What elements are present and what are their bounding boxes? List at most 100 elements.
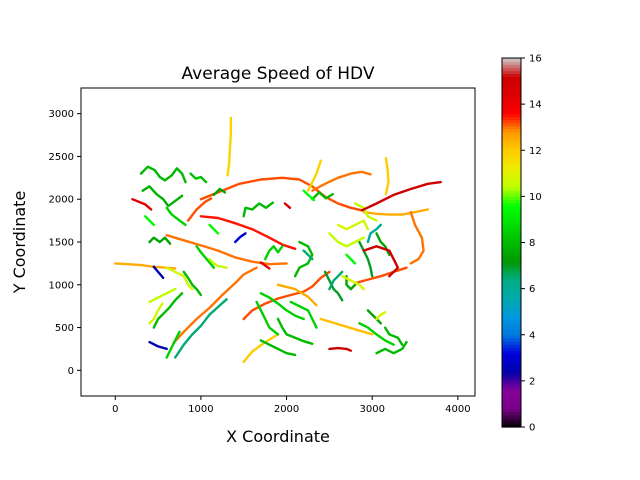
colorbar-band bbox=[502, 85, 521, 90]
road-segment-46 bbox=[383, 326, 404, 346]
colorbar-band bbox=[502, 411, 521, 416]
colorbar-band bbox=[502, 141, 521, 145]
colorbar-band bbox=[502, 279, 521, 284]
road-network bbox=[114, 116, 442, 363]
road-segment-19 bbox=[131, 198, 153, 211]
colorbar-band bbox=[502, 420, 521, 425]
road-segment-68 bbox=[360, 180, 442, 212]
road-segment-37 bbox=[375, 232, 391, 256]
road-segment-11 bbox=[353, 266, 408, 285]
road-segment-28 bbox=[189, 172, 208, 184]
colorbar-band bbox=[502, 316, 521, 320]
y-axis-label: Y Coordinate bbox=[10, 191, 29, 295]
x-tick-label: 3000 bbox=[359, 404, 384, 415]
colorbar-band bbox=[502, 380, 521, 385]
colorbar-band bbox=[502, 94, 521, 99]
road-segment-14 bbox=[306, 159, 322, 192]
colorbar-band bbox=[502, 122, 521, 127]
colorbar-band bbox=[502, 125, 521, 130]
road-segment-51 bbox=[182, 270, 203, 297]
road-segment-54 bbox=[302, 249, 314, 261]
colorbar-band bbox=[502, 137, 521, 142]
colorbar-band bbox=[502, 396, 521, 400]
colorbar-band bbox=[502, 214, 521, 219]
colorbar-band bbox=[502, 119, 521, 124]
road-segment-12 bbox=[242, 333, 280, 363]
colorbar-band bbox=[502, 282, 521, 287]
road-segment-59 bbox=[165, 266, 194, 291]
road-segment-61 bbox=[148, 302, 164, 325]
colorbar-band bbox=[502, 107, 521, 111]
colorbar-band bbox=[502, 294, 521, 299]
colorbar-band bbox=[502, 211, 521, 216]
colorbar-band bbox=[502, 288, 521, 293]
road-segment-45 bbox=[366, 309, 382, 325]
x-axis: 0 1000 2000 3000 4000 bbox=[112, 396, 471, 415]
colorbar-band bbox=[502, 291, 521, 296]
colorbar-band bbox=[502, 159, 521, 164]
road-segment-18 bbox=[174, 298, 228, 359]
colorbar-band bbox=[502, 350, 521, 354]
colorbar-band bbox=[502, 187, 521, 191]
road-segment-26 bbox=[141, 185, 184, 208]
colorbar-band bbox=[502, 64, 521, 68]
colorbar-tick-label: 12 bbox=[529, 146, 542, 157]
y-tick-label: 2000 bbox=[49, 195, 74, 206]
colorbar-band bbox=[502, 300, 521, 305]
colorbar-tick-label: 10 bbox=[529, 192, 542, 203]
colorbar-band bbox=[502, 365, 521, 370]
colorbar-band bbox=[502, 101, 521, 105]
colorbar-band bbox=[502, 417, 521, 422]
road-segment-25 bbox=[139, 165, 187, 184]
road-segment-2 bbox=[199, 176, 364, 212]
y-tick-label: 1000 bbox=[49, 280, 74, 291]
colorbar-band bbox=[502, 423, 521, 428]
colorbar-band bbox=[502, 116, 521, 121]
colorbar-band bbox=[502, 383, 521, 388]
road-segment-64 bbox=[144, 215, 155, 227]
colorbar-band bbox=[502, 307, 521, 311]
colorbar-band bbox=[502, 236, 521, 241]
x-tick-label: 4000 bbox=[445, 404, 470, 415]
road-segment-55 bbox=[328, 232, 365, 248]
x-tick-label: 0 bbox=[112, 404, 118, 415]
colorbar-band bbox=[502, 371, 521, 376]
road-segment-27 bbox=[165, 206, 187, 227]
colorbar-band bbox=[502, 91, 521, 96]
road-segment-60 bbox=[148, 287, 177, 304]
colorbar-band bbox=[502, 131, 521, 136]
road-segment-62 bbox=[208, 257, 228, 269]
x-tick-label: 1000 bbox=[188, 404, 213, 415]
colorbar-band bbox=[502, 224, 521, 228]
colorbar-band bbox=[502, 297, 521, 302]
colorbar-band bbox=[502, 377, 521, 382]
colorbar-tick-label: 4 bbox=[529, 330, 535, 341]
colorbar-band bbox=[502, 245, 521, 250]
chart-title: Average Speed of HDV bbox=[182, 64, 375, 84]
x-tick-label: 2000 bbox=[274, 404, 299, 415]
colorbar-band bbox=[502, 414, 521, 419]
colorbar-band bbox=[502, 322, 521, 327]
colorbar-band bbox=[502, 304, 521, 308]
colorbar-band bbox=[502, 184, 521, 188]
colorbar-band bbox=[502, 168, 521, 173]
road-segment-35 bbox=[345, 275, 357, 291]
road-segment-4 bbox=[199, 215, 297, 250]
road-segment-34 bbox=[323, 270, 344, 302]
y-tick-label: 0 bbox=[68, 366, 74, 377]
colorbar-band bbox=[502, 248, 521, 253]
colorbar-band bbox=[502, 144, 521, 148]
colorbar-tick-label: 0 bbox=[529, 423, 535, 434]
colorbar-band bbox=[502, 328, 521, 333]
road-segment-6 bbox=[172, 266, 258, 345]
colorbar-band bbox=[502, 134, 521, 139]
road-segment-63 bbox=[375, 311, 387, 321]
colorbar-band bbox=[502, 393, 521, 397]
colorbar-band bbox=[502, 79, 521, 84]
colorbar-band bbox=[502, 325, 521, 330]
road-segment-49 bbox=[148, 236, 172, 245]
colorbar-band bbox=[502, 270, 521, 274]
colorbar-band bbox=[502, 359, 521, 364]
road-segment-23 bbox=[148, 340, 168, 351]
